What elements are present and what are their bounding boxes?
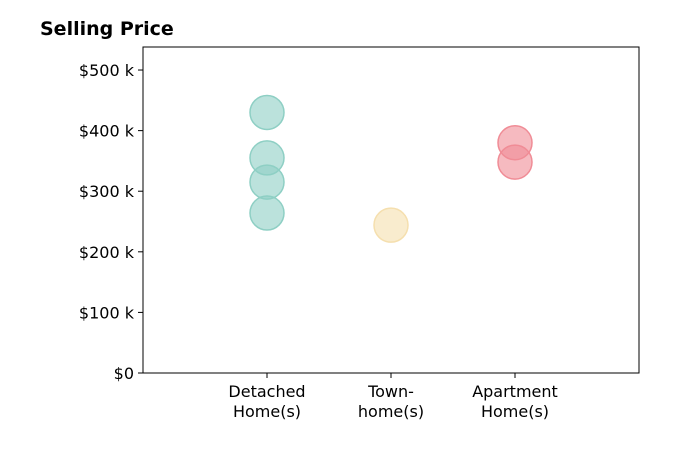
point bbox=[497, 144, 533, 180]
point bbox=[373, 207, 409, 243]
x-tick-label: Town-home(s) bbox=[358, 382, 424, 421]
x-tick-label: Detached Home(s) bbox=[228, 382, 305, 421]
y-tick-label: $300 k bbox=[79, 182, 135, 201]
point bbox=[249, 164, 285, 200]
chart-title: Selling Price bbox=[40, 18, 174, 40]
y-tick-label: $400 k bbox=[79, 122, 135, 141]
y-tick-label: $500 k bbox=[79, 61, 135, 80]
point bbox=[249, 195, 285, 231]
y-tick-label: $200 k bbox=[79, 243, 135, 262]
y-tick-label: $0 bbox=[114, 364, 134, 383]
y-tick-label: $100 k bbox=[79, 303, 135, 322]
point bbox=[249, 94, 285, 131]
x-tick-label: Apartment Home(s) bbox=[472, 382, 558, 421]
